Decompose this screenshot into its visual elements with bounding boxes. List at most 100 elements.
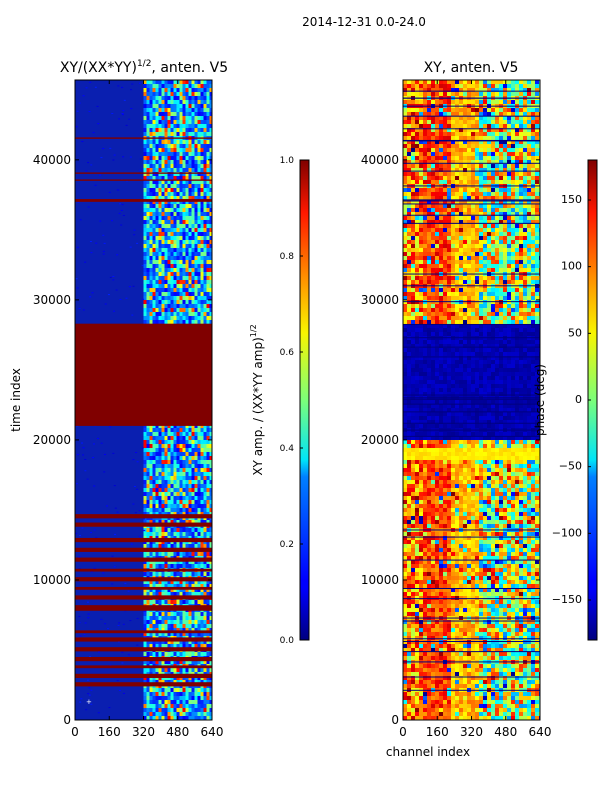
amp-cell bbox=[194, 276, 198, 281]
amp-cell bbox=[155, 200, 159, 205]
amp-cell bbox=[191, 480, 195, 485]
amp-cell bbox=[200, 456, 204, 461]
phase-cell bbox=[487, 168, 492, 173]
amp-cell bbox=[194, 84, 198, 89]
phase-cell bbox=[403, 92, 408, 97]
amp-cell bbox=[206, 688, 210, 693]
phase-cell bbox=[455, 156, 460, 161]
amp-cell bbox=[188, 628, 192, 633]
amp-cell bbox=[149, 320, 153, 325]
amp-cell bbox=[170, 100, 174, 105]
phase-cell bbox=[463, 84, 468, 89]
phase-cell bbox=[407, 132, 412, 137]
amp-cell bbox=[197, 612, 201, 617]
amp-cell bbox=[197, 144, 201, 149]
amp-cell bbox=[152, 160, 156, 165]
amp-cell bbox=[179, 128, 183, 133]
amp-cell bbox=[182, 236, 186, 241]
amp-cell bbox=[167, 260, 171, 265]
phase-cell bbox=[511, 160, 516, 165]
amp-cell bbox=[179, 300, 183, 305]
amp-cell bbox=[146, 168, 150, 173]
phase-cell bbox=[463, 148, 468, 153]
amp-cell bbox=[170, 624, 174, 629]
amp-cell bbox=[191, 532, 195, 537]
amp-cell bbox=[143, 544, 147, 549]
amp-cell bbox=[173, 472, 177, 477]
phase-cell bbox=[515, 120, 520, 125]
amp-cell bbox=[203, 104, 207, 109]
phase-cell bbox=[451, 160, 456, 165]
amp-cell bbox=[197, 688, 201, 693]
amp-cell bbox=[152, 124, 156, 129]
amp-cell bbox=[161, 120, 165, 125]
amp-cell bbox=[155, 284, 159, 289]
phase-cell bbox=[507, 92, 512, 97]
amp-cell bbox=[146, 652, 150, 657]
amp-speckle bbox=[99, 174, 102, 176]
amp-cell bbox=[161, 520, 165, 525]
amp-cell bbox=[206, 504, 210, 509]
amp-cell bbox=[176, 704, 180, 709]
amp-cell bbox=[188, 552, 192, 557]
amp-cell bbox=[158, 472, 162, 477]
amp-cell bbox=[209, 484, 212, 489]
phase-cell bbox=[495, 164, 500, 169]
amp-cell bbox=[191, 192, 195, 197]
amp-cell bbox=[203, 80, 207, 85]
amp-cell bbox=[182, 676, 186, 681]
amp-cell bbox=[197, 296, 201, 301]
amp-cell bbox=[164, 616, 168, 621]
amp-cell bbox=[149, 468, 153, 473]
phase-cell bbox=[447, 88, 452, 93]
amp-cell bbox=[143, 660, 147, 665]
phase-cell bbox=[491, 164, 496, 169]
phase-cell bbox=[519, 148, 524, 153]
amp-cell bbox=[176, 660, 180, 665]
amp-cell bbox=[161, 436, 165, 441]
amp-cell bbox=[203, 532, 207, 537]
phase-cell bbox=[411, 100, 416, 105]
phase-cell bbox=[427, 188, 432, 193]
amp-cell bbox=[206, 624, 210, 629]
amp-cell bbox=[191, 432, 195, 437]
phase-cell bbox=[407, 172, 412, 177]
amp-cell bbox=[170, 144, 174, 149]
phase-cell bbox=[463, 152, 468, 157]
amp-cell bbox=[179, 616, 183, 621]
amp-cell bbox=[146, 128, 150, 133]
amp-cell bbox=[176, 424, 180, 429]
amp-cell bbox=[176, 476, 180, 481]
phase-cell bbox=[411, 140, 416, 145]
amp-cell bbox=[152, 164, 156, 169]
amp-cell bbox=[206, 212, 210, 217]
phase-cell bbox=[411, 168, 416, 173]
amp-cell bbox=[161, 180, 165, 185]
amp-cell bbox=[182, 652, 186, 657]
amp-cell bbox=[203, 224, 207, 229]
amp-heatmap-image bbox=[75, 80, 212, 720]
amp-cell bbox=[179, 564, 183, 569]
amp-cell bbox=[164, 232, 168, 237]
amp-cell bbox=[191, 612, 195, 617]
amp-cell bbox=[191, 268, 195, 273]
amp-cell bbox=[185, 628, 189, 633]
phase-cell bbox=[511, 124, 516, 129]
amp-cell bbox=[194, 188, 198, 193]
phase-cell bbox=[499, 136, 504, 141]
amp-speckle bbox=[82, 454, 85, 456]
phase-cell bbox=[535, 88, 540, 93]
amp-cell bbox=[203, 640, 207, 645]
amp-cell bbox=[152, 156, 156, 161]
phase-cell bbox=[443, 188, 448, 193]
amp-cell bbox=[173, 200, 177, 205]
amp-cell bbox=[191, 552, 195, 557]
amp-cell bbox=[170, 652, 174, 657]
amp-cell bbox=[176, 560, 180, 565]
amp-cell bbox=[149, 100, 153, 105]
amp-cell bbox=[173, 132, 177, 137]
amp-cell bbox=[158, 500, 162, 505]
amp-cell bbox=[191, 476, 195, 481]
amp-cell bbox=[206, 112, 210, 117]
amp-speckle bbox=[138, 82, 141, 84]
